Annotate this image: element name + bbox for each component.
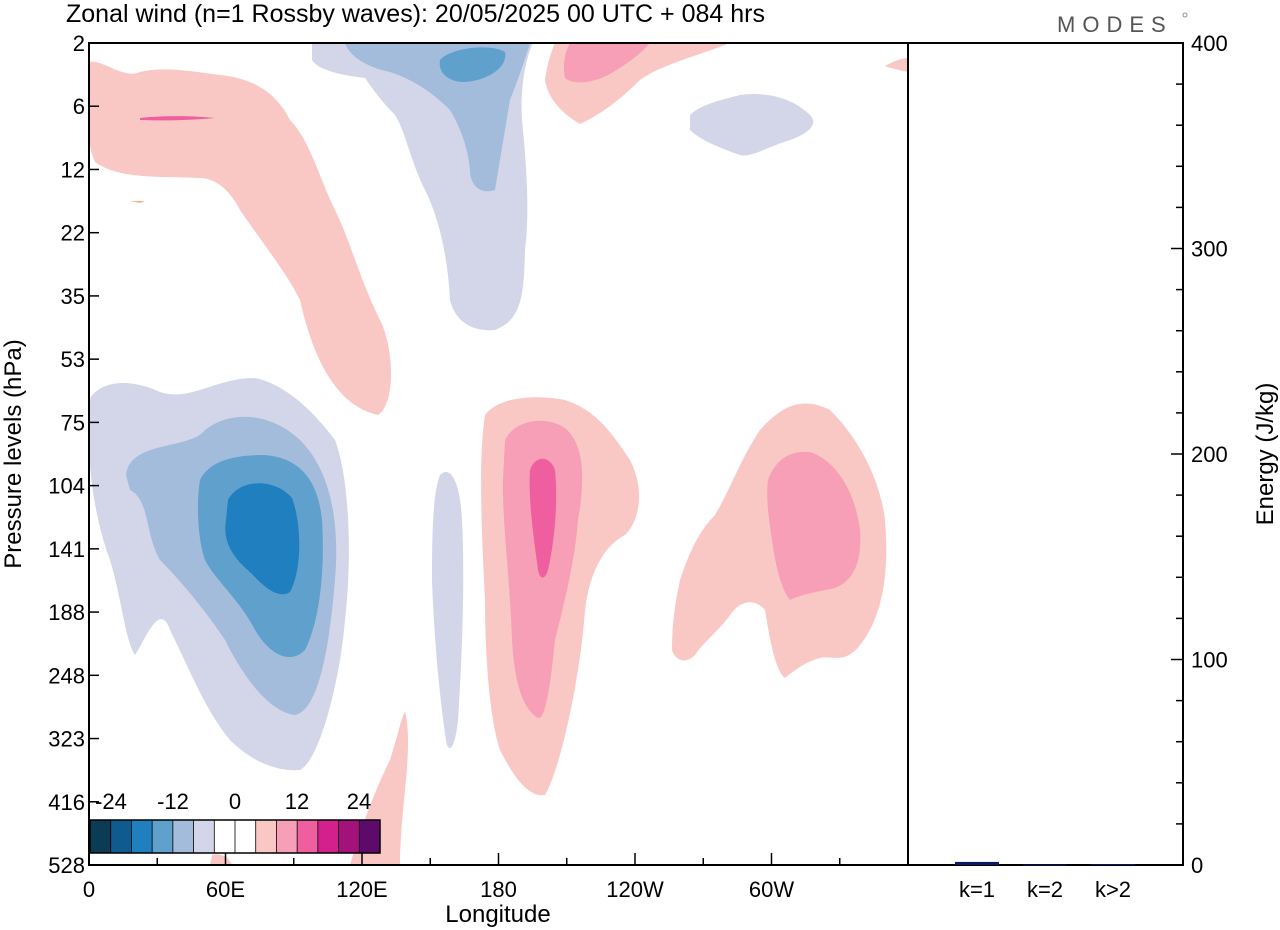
colorbar-labels: -24 -12 0 12 24 [95, 789, 371, 814]
colorbar-swatch [338, 820, 360, 853]
contour-neg-patch-right [690, 94, 814, 156]
contour-pos-corner-right [885, 58, 908, 72]
y-axis-title: Pressure levels (hPa) [0, 339, 27, 568]
colorbar-swatch [235, 820, 257, 853]
energy-category-label: k=2 [1027, 877, 1063, 902]
colorbar-swatch [317, 820, 340, 853]
registered-mark-icon [1182, 12, 1188, 18]
y-tick-label: 75 [61, 410, 85, 435]
energy-bar [955, 861, 999, 865]
colorbar-label: -24 [95, 789, 127, 814]
x-tick-label: 60W [749, 877, 794, 902]
energy-axis-title: Energy (J/kg) [1252, 383, 1279, 526]
energy-bars: k=1 k=2 k>2 [955, 861, 1135, 902]
colorbar-label: 0 [229, 789, 241, 814]
contour-pos-right-mid [767, 451, 861, 600]
y-tick-label: 6 [73, 94, 85, 119]
colorbar-swatch [152, 820, 174, 853]
energy-category-label: k=1 [959, 877, 995, 902]
contour-pos-fleck [130, 201, 145, 203]
colorbar-label: 12 [285, 789, 309, 814]
x-tick-label: 60E [206, 877, 245, 902]
y-tick-label: 248 [48, 663, 85, 688]
colorbar-swatch [193, 820, 215, 853]
y-tick-label: 104 [48, 474, 85, 499]
contour-pos-plume-upper-left [89, 61, 391, 415]
contour-pos-top-mid [563, 43, 650, 83]
contour-pos-center-strong [529, 458, 557, 578]
contour-field [89, 43, 908, 865]
y-tick-label: 323 [48, 727, 85, 752]
colorbar-swatch [276, 820, 298, 853]
contour-pos-streak-top [140, 116, 215, 121]
colorbar-label: -12 [157, 789, 189, 814]
contour-neg-column-mid [345, 43, 530, 192]
contour-pos-bottom-blob [210, 854, 232, 865]
energy-axis: 0 100 200 300 400 [1171, 31, 1228, 878]
contour-neg-sliver [432, 472, 464, 749]
colorbar-swatch [297, 820, 319, 853]
y-tick-label: 416 [48, 790, 85, 815]
y-tick-label: 2 [73, 31, 85, 56]
y-tick-label: 12 [61, 157, 85, 182]
colorbar-swatch [110, 820, 132, 853]
x-axis-title: Longitude [445, 901, 550, 928]
colorbar-swatch [359, 820, 381, 853]
colorbar-swatch [214, 820, 236, 853]
x-tick-label: 0 [83, 877, 95, 902]
colorbar-swatch [131, 820, 153, 853]
chart-title: Zonal wind (n=1 Rossby waves): 20/05/202… [66, 0, 765, 28]
energy-bar [1023, 864, 1067, 866]
colorbar [89, 819, 381, 854]
y-tick-label: 22 [61, 221, 85, 246]
y-tick-label: 528 [48, 853, 85, 878]
energy-panel-frame [907, 42, 1184, 866]
energy-bar [1091, 864, 1135, 866]
energy-tick-label: 300 [1191, 237, 1228, 262]
energy-tick-label: 400 [1191, 31, 1228, 56]
brand-logo: MODES [1057, 12, 1173, 37]
x-tick-label: 180 [480, 877, 517, 902]
contour-neg-column-strong [439, 47, 506, 82]
energy-tick-label: 0 [1191, 853, 1203, 878]
y-tick-label: 53 [61, 347, 85, 372]
contour-neg-cell-core [225, 483, 300, 595]
energy-tick-label: 100 [1191, 648, 1228, 673]
energy-tick-label: 200 [1191, 442, 1228, 467]
colorbar-swatch [172, 820, 195, 853]
colorbar-label: 24 [347, 789, 371, 814]
y-axis: 2 6 12 22 35 53 75 104 141 188 248 323 416 528 [48, 31, 99, 878]
x-tick-label: 120W [606, 877, 664, 902]
y-tick-label: 141 [48, 537, 85, 562]
energy-category-label: k>2 [1095, 877, 1131, 902]
colorbar-swatch [255, 820, 277, 853]
y-tick-label: 35 [61, 284, 85, 309]
x-tick-label: 120E [336, 877, 387, 902]
colorbar-swatch [90, 820, 112, 853]
y-tick-label: 188 [48, 600, 85, 625]
x-axis: 0 60E 120E 180 120W 60W [83, 853, 841, 902]
